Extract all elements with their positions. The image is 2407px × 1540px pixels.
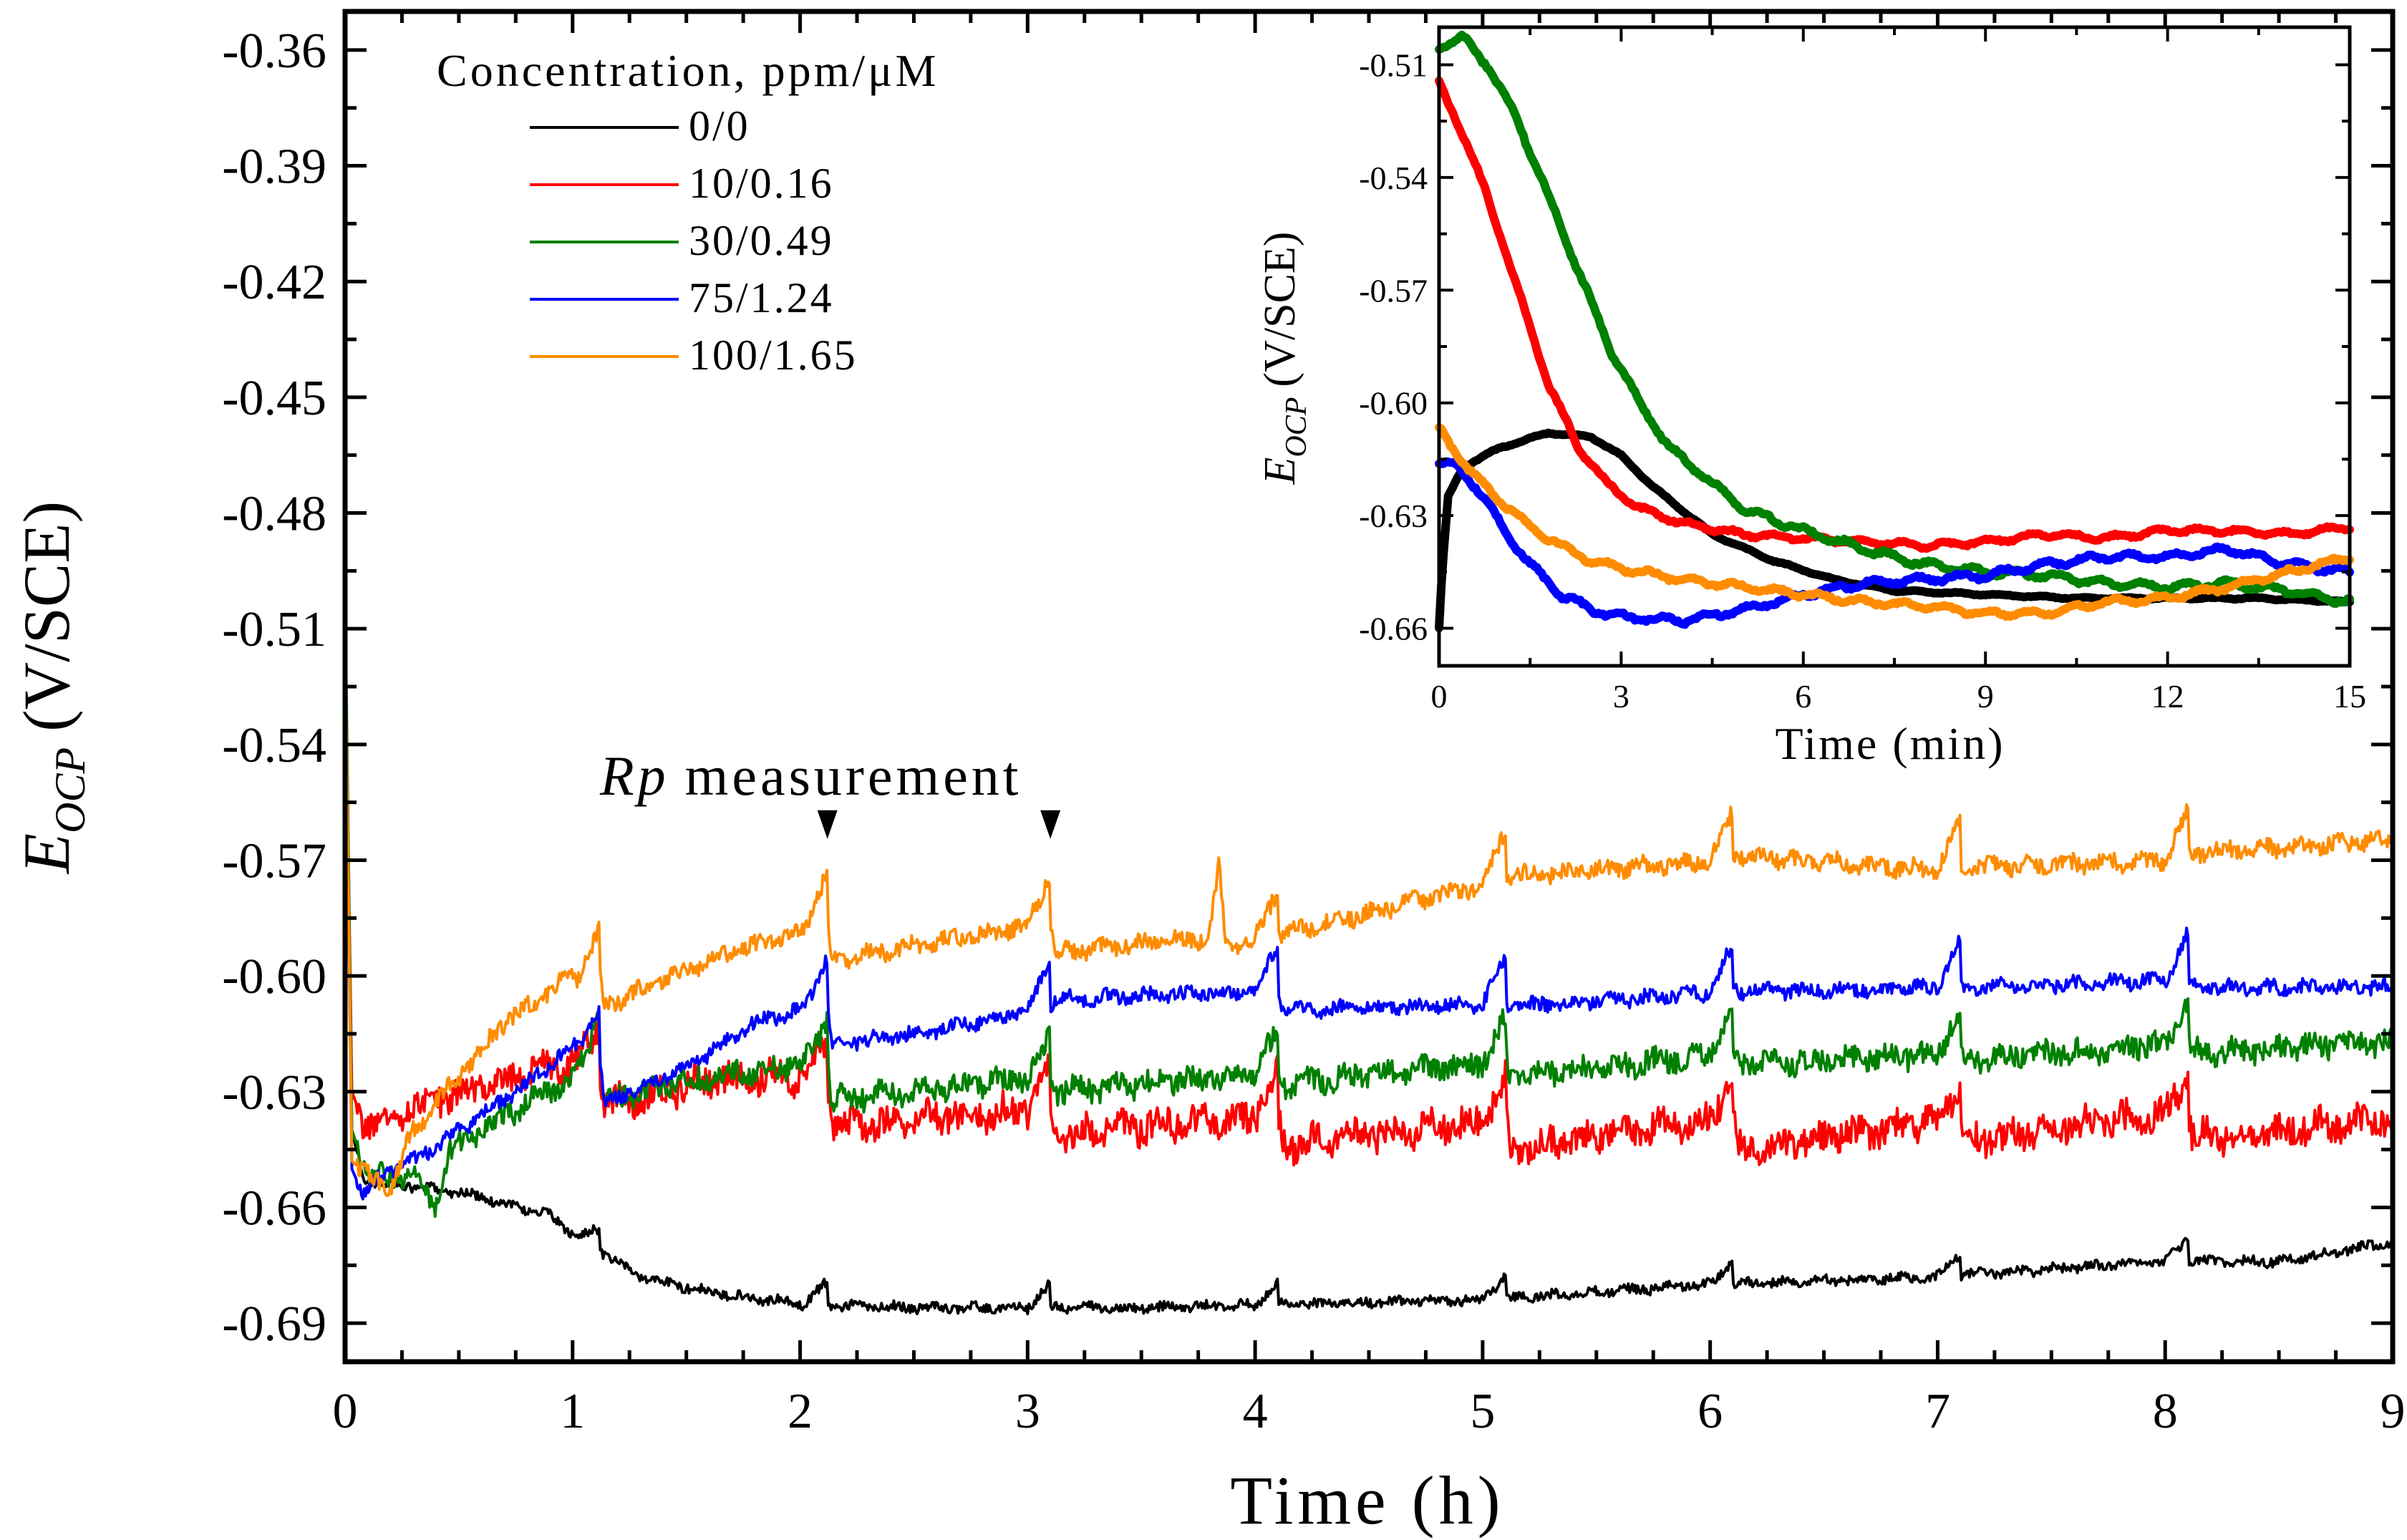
- main-series-group: [344, 590, 2394, 1316]
- inset-y-tick-label: -0.54: [1359, 160, 1428, 196]
- main-y-tick-label: -0.42: [222, 255, 326, 310]
- main-x-tick-label: 9: [2381, 1384, 2406, 1439]
- legend-label-3: 75/1.24: [689, 274, 834, 321]
- main-x-tick-label: 8: [2153, 1384, 2178, 1439]
- rp-measurement-annotation: Rp measurement: [599, 745, 1061, 839]
- annotation-arrow-head-0: [817, 810, 838, 839]
- inset-x-axis-label: Time (min): [1776, 718, 2005, 769]
- legend-label-0: 0/0: [689, 102, 750, 150]
- inset-y-axis-label: EOCP(V/SCE): [1256, 232, 1313, 485]
- main-y-tick-label: -0.54: [222, 718, 326, 773]
- main-x-tick-label: 6: [1698, 1384, 1723, 1439]
- legend-label-2: 30/0.49: [689, 217, 834, 264]
- inset-xtick-labels: 0 3 6 9 12 15: [1431, 678, 2367, 715]
- main-y-tick-label: -0.45: [222, 371, 326, 426]
- annotation-text: Rp measurement: [599, 745, 1022, 807]
- main-ticks: [343, 11, 2395, 1362]
- inset-x-tick-label: 0: [1431, 678, 1448, 715]
- main-x-tick-label: 5: [1470, 1384, 1495, 1439]
- main-series-line-3: [344, 629, 2394, 1201]
- main-y-tick-label: -0.48: [222, 487, 326, 542]
- annotation-arrow-head-1: [1040, 810, 1061, 839]
- legend-title: Concentration, ppm/μM: [437, 45, 939, 96]
- inset-y-tick-label: -0.66: [1359, 611, 1428, 647]
- main-y-tick-label: -0.69: [222, 1297, 326, 1352]
- inset-x-tick-label: 6: [1795, 678, 1811, 715]
- main-y-tick-label: -0.66: [222, 1181, 326, 1236]
- main-series-line-4: [344, 629, 2394, 1198]
- main-x-tick-label: 2: [788, 1384, 813, 1439]
- main-y-tick-label: -0.39: [222, 140, 326, 195]
- main-ytick-labels: -0.36 -0.39 -0.42 -0.45 -0.48 -0.51 -0.54 -0.57…: [222, 24, 326, 1352]
- inset-series-line-4: [1435, 423, 2354, 621]
- main-series-line-0: [344, 629, 2393, 1316]
- main-x-tick-label: 1: [560, 1384, 585, 1439]
- main-y-tick-label: -0.36: [222, 24, 326, 79]
- main-x-axis-label: Time (h): [1230, 1462, 1504, 1539]
- main-y-tick-label: -0.63: [222, 1065, 326, 1120]
- inset-y-tick-label: -0.57: [1359, 272, 1428, 309]
- inset-x-tick-label: 12: [2151, 678, 2184, 715]
- inset-ticks: [1438, 27, 2351, 666]
- inset-y-tick-label: -0.51: [1359, 47, 1428, 83]
- inset-series-group: [1435, 30, 2354, 632]
- inset-x-tick-label: 15: [2333, 678, 2366, 715]
- legend-items: 0/0 10/0.16 30/0.49 75/1.24 100/1.65: [530, 102, 858, 379]
- annotation-arrows: [817, 810, 1061, 839]
- main-plot: -0.36 -0.39 -0.42 -0.45 -0.48 -0.51 -0.54 -0.57…: [10, 9, 2406, 1539]
- main-series-line-1: [344, 629, 2394, 1167]
- main-series-line-2: [344, 590, 2394, 1218]
- main-y-tick-label: -0.51: [222, 602, 326, 657]
- legend: Concentration, ppm/μM 0/0 10/0.16 30/0.49 7…: [437, 45, 939, 379]
- inset-ytick-labels: -0.51 -0.54 -0.57 -0.60 -0.63 -0.66: [1359, 47, 1428, 646]
- inset-x-tick-label: 3: [1613, 678, 1629, 715]
- main-y-axis-label: EOCP(V/SCE): [10, 501, 94, 875]
- inset-background: [1439, 27, 2350, 666]
- inset-plot: -0.51-0.54-0.57-0.60-0.63-0.66 0 3 6 9 12 15 …: [1256, 25, 2367, 769]
- main-x-tick-label: 0: [333, 1384, 358, 1439]
- inset-y-tick-label: -0.63: [1359, 498, 1428, 534]
- main-xtick-labels: 0 1 2 3 4 5 6 7 8 9: [333, 1384, 2406, 1439]
- main-x-tick-label: 3: [1015, 1384, 1040, 1439]
- main-y-tick-label: -0.60: [222, 949, 326, 1004]
- legend-label-4: 100/1.65: [689, 331, 858, 379]
- main-y-tick-label: -0.57: [222, 833, 326, 888]
- inset-series-line-0: [1435, 428, 2354, 632]
- legend-label-1: 10/0.16: [689, 160, 834, 207]
- main-x-tick-label: 7: [1925, 1384, 1950, 1439]
- inset-series-line-3: [1435, 457, 2354, 629]
- inset-y-tick-label: -0.60: [1359, 385, 1428, 422]
- inset-x-tick-label: 9: [1977, 678, 1994, 715]
- inset-series-line-1: [1435, 76, 2354, 553]
- main-x-tick-label: 4: [1243, 1384, 1268, 1439]
